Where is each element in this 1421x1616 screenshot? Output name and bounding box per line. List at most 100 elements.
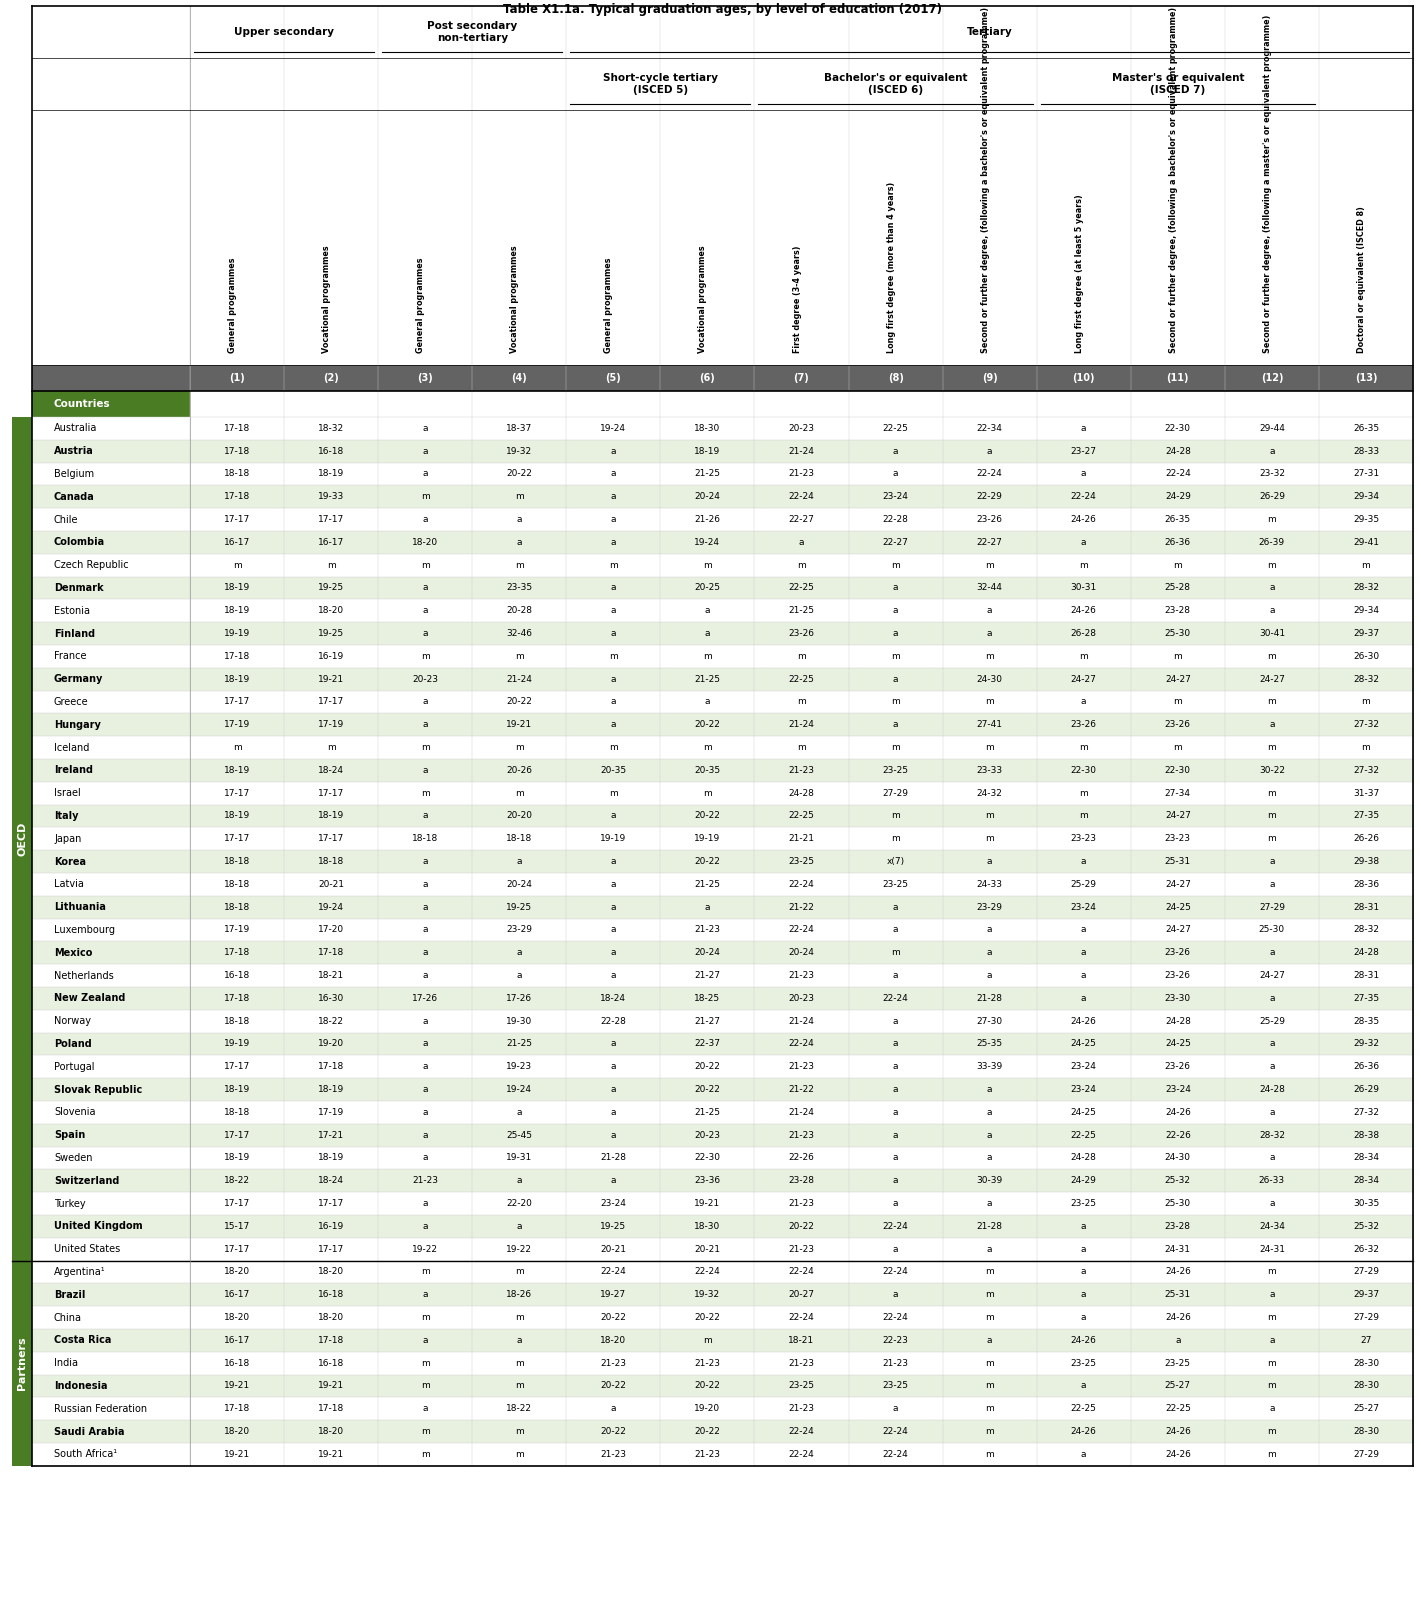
Text: 16-17: 16-17 (225, 1336, 250, 1345)
Text: 23-27: 23-27 (1071, 446, 1097, 456)
Text: 20-22: 20-22 (695, 1382, 720, 1390)
Text: 24-27: 24-27 (1165, 675, 1191, 684)
Text: 17-17: 17-17 (225, 698, 250, 706)
Text: 29-35: 29-35 (1353, 516, 1378, 524)
Text: m: m (233, 743, 242, 751)
Text: 27-29: 27-29 (1259, 903, 1285, 911)
Text: 31-37: 31-37 (1353, 789, 1380, 798)
Text: 24-26: 24-26 (1071, 1336, 1097, 1345)
Text: 25-28: 25-28 (1165, 583, 1191, 593)
Text: a: a (422, 446, 428, 456)
Text: m: m (233, 561, 242, 570)
Text: Canada: Canada (54, 491, 95, 503)
Text: 18-18: 18-18 (225, 1016, 250, 1026)
Text: 18-18: 18-18 (225, 470, 250, 478)
Text: 17-18: 17-18 (318, 1336, 344, 1345)
Text: (11): (11) (1167, 373, 1189, 383)
Text: 17-19: 17-19 (225, 721, 250, 729)
Text: m: m (421, 1427, 429, 1437)
Text: a: a (1081, 1222, 1087, 1231)
Bar (33, 1055, 1412, 1078)
Text: a: a (1269, 879, 1275, 889)
Bar (33, 690, 1412, 713)
Bar (33, 805, 1412, 827)
Text: 22-24: 22-24 (882, 1222, 908, 1231)
Text: m: m (985, 1427, 995, 1437)
Text: Hungary: Hungary (54, 719, 101, 730)
Text: 20-22: 20-22 (695, 811, 720, 821)
Text: a: a (422, 583, 428, 593)
Text: 17-19: 17-19 (318, 1109, 344, 1117)
Text: m: m (1268, 1427, 1276, 1437)
Text: 18-20: 18-20 (318, 606, 344, 616)
Text: 25-32: 25-32 (1353, 1222, 1378, 1231)
Text: a: a (422, 1199, 428, 1209)
Text: 27-35: 27-35 (1353, 994, 1378, 1004)
Text: 24-26: 24-26 (1165, 1109, 1191, 1117)
Text: a: a (892, 583, 898, 593)
Text: a: a (1081, 1267, 1087, 1277)
Bar (33, 532, 1412, 554)
Text: 19-21: 19-21 (695, 1199, 720, 1209)
Text: a: a (422, 949, 428, 957)
Text: China: China (54, 1312, 82, 1322)
Text: 23-26: 23-26 (789, 629, 814, 638)
Text: 24-30: 24-30 (1165, 1154, 1191, 1162)
Bar (33, 918, 1412, 942)
Text: Denmark: Denmark (54, 583, 104, 593)
Text: 23-28: 23-28 (1165, 606, 1191, 616)
Text: 28-34: 28-34 (1353, 1154, 1378, 1162)
Text: 18-19: 18-19 (225, 811, 250, 821)
Text: Brazil: Brazil (54, 1290, 85, 1299)
Text: 27-34: 27-34 (1165, 789, 1191, 798)
Text: 26-30: 26-30 (1353, 651, 1378, 661)
Text: Luxembourg: Luxembourg (54, 924, 115, 936)
Text: 21-24: 21-24 (506, 675, 533, 684)
Text: 23-25: 23-25 (1165, 1359, 1191, 1367)
Text: m: m (1268, 1450, 1276, 1459)
Bar (33, 1306, 1412, 1328)
Text: 22-27: 22-27 (882, 538, 908, 546)
Text: 18-22: 18-22 (506, 1404, 533, 1414)
Bar (33, 600, 1412, 622)
Text: 26-32: 26-32 (1353, 1244, 1378, 1254)
Text: 22-24: 22-24 (882, 994, 908, 1004)
Text: a: a (422, 1154, 428, 1162)
Text: 22-25: 22-25 (882, 423, 908, 433)
Bar (33, 1215, 1412, 1238)
Text: m: m (327, 561, 335, 570)
Text: a: a (422, 606, 428, 616)
Text: a: a (892, 1244, 898, 1254)
Text: 24-26: 24-26 (1071, 1427, 1097, 1437)
Text: a: a (988, 1154, 992, 1162)
Text: 19-24: 19-24 (600, 423, 627, 433)
Text: a: a (892, 1176, 898, 1185)
Text: 23-26: 23-26 (1165, 1062, 1191, 1071)
Text: 21-23: 21-23 (412, 1176, 438, 1185)
Text: a: a (892, 1109, 898, 1117)
Text: 21-23: 21-23 (789, 1244, 814, 1254)
Text: 23-30: 23-30 (1165, 994, 1191, 1004)
Text: 23-24: 23-24 (601, 1199, 627, 1209)
Text: 25-32: 25-32 (1165, 1176, 1191, 1185)
Text: 23-29: 23-29 (976, 903, 1003, 911)
Text: a: a (988, 971, 992, 979)
Text: 24-26: 24-26 (1165, 1314, 1191, 1322)
Text: 22-24: 22-24 (882, 1427, 908, 1437)
Text: (3): (3) (418, 373, 433, 383)
Text: m: m (1174, 698, 1182, 706)
Text: 22-24: 22-24 (789, 879, 814, 889)
Text: South Africa¹: South Africa¹ (54, 1450, 117, 1459)
Text: 18-20: 18-20 (412, 538, 438, 546)
Text: 27-30: 27-30 (976, 1016, 1003, 1026)
Bar (33, 554, 1412, 577)
Text: 22-29: 22-29 (976, 493, 1003, 501)
Text: 22-24: 22-24 (789, 493, 814, 501)
Text: 22-24: 22-24 (789, 1427, 814, 1437)
Text: a: a (892, 1290, 898, 1299)
Text: 20-22: 20-22 (695, 856, 720, 866)
Text: 26-39: 26-39 (1259, 538, 1285, 546)
Text: m: m (421, 651, 429, 661)
Text: a: a (988, 1336, 992, 1345)
Text: (9): (9) (982, 373, 998, 383)
